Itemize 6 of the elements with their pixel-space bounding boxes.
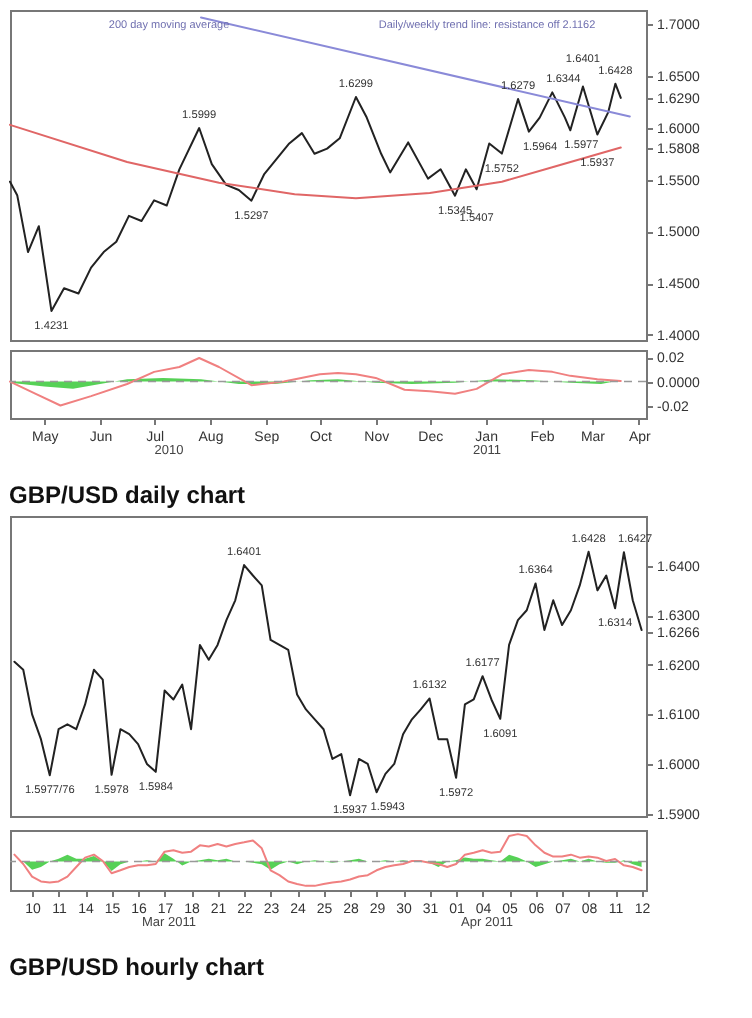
line-series [9,123,622,200]
line-series [9,357,622,407]
line-series [9,82,622,312]
text: GBP/USD hourly chart [9,953,264,981]
line-series [13,550,643,797]
text: GBP/USD daily chart [9,481,246,509]
